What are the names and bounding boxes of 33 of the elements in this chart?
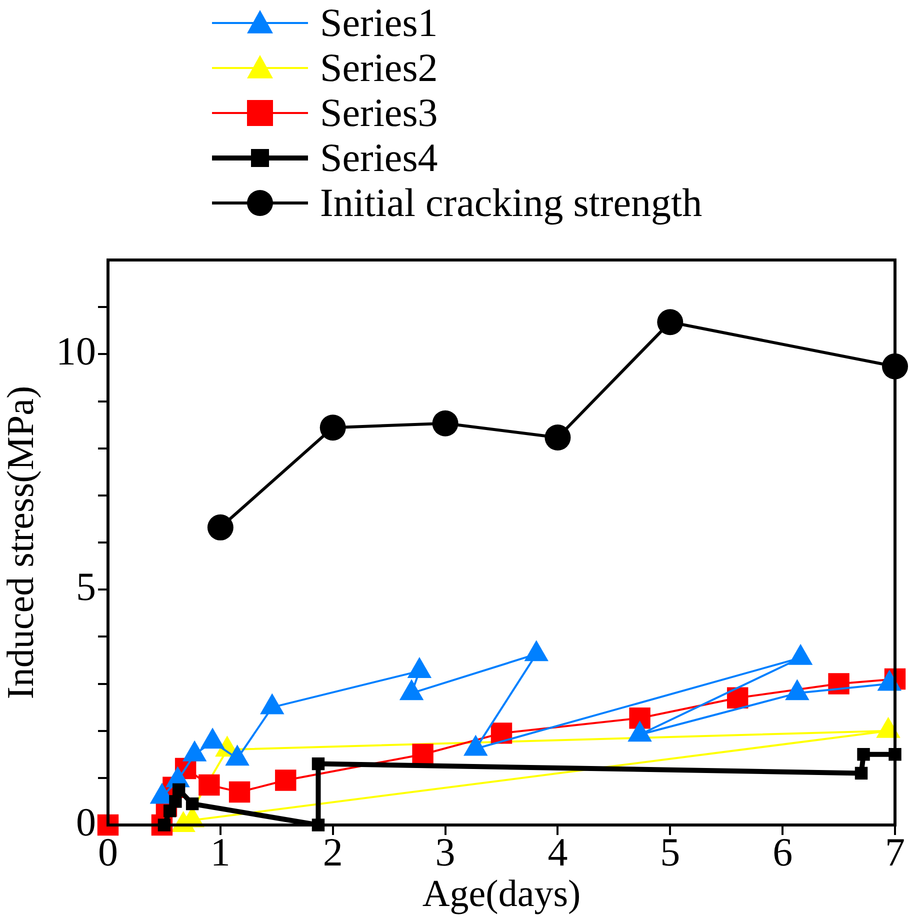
point xyxy=(228,781,250,803)
point xyxy=(629,708,650,729)
point xyxy=(207,514,234,540)
x-tick-label: 5 xyxy=(660,830,680,874)
point xyxy=(169,795,182,808)
y-tick-label: 0 xyxy=(76,800,96,844)
point xyxy=(544,424,571,451)
point xyxy=(412,744,434,765)
point xyxy=(186,797,199,810)
legend-label: Series2 xyxy=(320,45,438,90)
point xyxy=(490,722,512,744)
point xyxy=(275,770,296,791)
legend-label: Initial cracking strength xyxy=(320,180,702,225)
point xyxy=(854,766,868,780)
x-tick-label: 1 xyxy=(210,830,230,874)
point xyxy=(312,757,325,770)
x-axis-title: Age(days) xyxy=(422,873,581,916)
x-tick-label: 4 xyxy=(548,830,568,874)
x-tick-label: 3 xyxy=(435,830,456,874)
legend-label: Series1 xyxy=(320,0,438,45)
legend-label: Series3 xyxy=(320,90,438,135)
point xyxy=(320,414,346,441)
x-tick-label: 2 xyxy=(322,830,343,874)
point xyxy=(198,774,220,796)
y-axis-title: Induced stress(MPa) xyxy=(0,386,42,700)
point xyxy=(857,748,870,761)
x-tick-label: 6 xyxy=(772,830,793,874)
x-tick-label: 7 xyxy=(885,830,905,874)
point xyxy=(657,309,684,336)
point xyxy=(432,410,458,436)
y-tick-label: 10 xyxy=(56,328,96,374)
y-tick-label: 5 xyxy=(76,564,96,610)
legend-label: Series4 xyxy=(320,135,438,180)
